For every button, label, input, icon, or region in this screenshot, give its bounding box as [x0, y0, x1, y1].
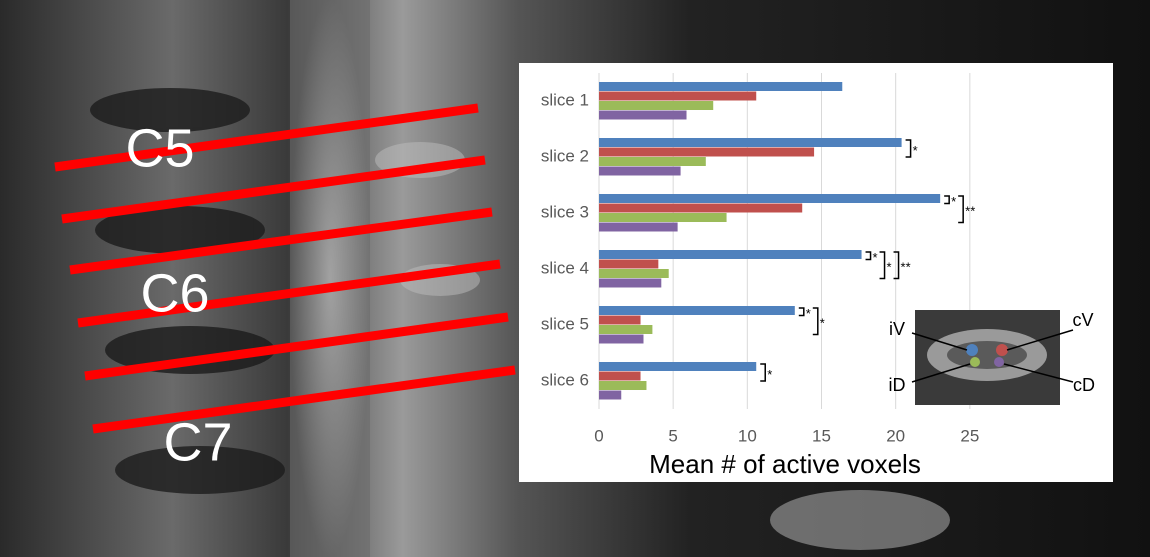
- bar: [599, 316, 641, 325]
- y-tick-label: slice 5: [541, 314, 589, 333]
- y-tick-label: slice 4: [541, 258, 589, 277]
- y-tick-label: slice 3: [541, 202, 589, 221]
- page: {"chart_data": {"type": "bar", "orientat…: [0, 0, 1150, 557]
- bar: [599, 372, 641, 381]
- bar: [599, 101, 713, 110]
- bar: [599, 223, 678, 232]
- bar: [599, 306, 795, 315]
- vertebra-label: C5: [125, 118, 194, 178]
- x-axis-label: Mean # of active voxels: [649, 449, 921, 479]
- bar: [599, 391, 621, 400]
- bar: [599, 325, 652, 334]
- y-tick-label: slice 6: [541, 370, 589, 389]
- bar: [599, 335, 644, 344]
- significance-label: *: [806, 306, 811, 321]
- inset-label: cV: [1072, 310, 1093, 330]
- figure: C5 C6 C7 iV cV iD cD Mean # of active vo…: [0, 0, 1150, 557]
- bar: [599, 148, 814, 157]
- significance-label: *: [887, 260, 892, 275]
- spinal-cord: [290, 0, 370, 557]
- vertebra-label: C6: [140, 263, 209, 323]
- inset-label: iV: [889, 319, 905, 339]
- significance-label: *: [767, 367, 772, 382]
- bar: [599, 167, 681, 176]
- significance-label: *: [873, 250, 878, 265]
- bar: [599, 92, 756, 101]
- significance-label: **: [965, 204, 975, 219]
- significance-label: *: [820, 316, 825, 331]
- vertebra-label: C7: [163, 412, 232, 472]
- bar: [599, 260, 658, 269]
- bar: [599, 138, 902, 147]
- x-tick-label: 15: [812, 426, 831, 445]
- x-tick-label: 0: [594, 426, 603, 445]
- bar: [599, 381, 646, 390]
- significance-label: *: [951, 194, 956, 209]
- bar: [599, 250, 862, 259]
- bar: [599, 213, 727, 222]
- bar: [599, 204, 802, 213]
- bar: [599, 279, 661, 288]
- bar: [599, 194, 940, 203]
- x-tick-label: 25: [960, 426, 979, 445]
- x-tick-label: 20: [886, 426, 905, 445]
- bar: [599, 362, 756, 371]
- inset-label: cD: [1073, 375, 1095, 395]
- bar: [599, 157, 706, 166]
- bar: [599, 82, 842, 91]
- significance-label: **: [901, 260, 911, 275]
- x-tick-label: 10: [738, 426, 757, 445]
- inset-image: [912, 310, 1073, 405]
- x-tick-label: 5: [668, 426, 677, 445]
- inset-label: iD: [889, 375, 906, 395]
- bar: [599, 111, 687, 120]
- y-tick-label: slice 2: [541, 146, 589, 165]
- bar: [599, 269, 669, 278]
- significance-label: *: [913, 143, 918, 158]
- y-tick-label: slice 1: [541, 90, 589, 109]
